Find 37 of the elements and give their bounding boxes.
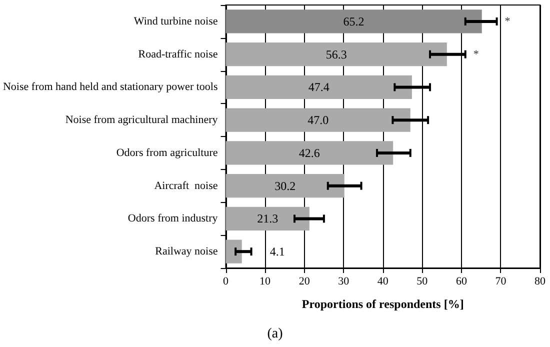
y-tick-label: Railway noise (155, 246, 218, 258)
x-tick-label: 30 (338, 276, 350, 288)
bar (226, 75, 412, 100)
text: (a) (267, 326, 284, 342)
x-axis-title: Proportions of respondents [%] (302, 297, 464, 311)
x-tick-label: 50 (416, 276, 428, 288)
data-label: 56.3 (326, 47, 347, 62)
x-tick-label: 20 (298, 276, 310, 288)
bar (226, 141, 394, 165)
data-label: 65.2 (343, 14, 364, 28)
y-tick-label: Odors from agriculture (116, 146, 218, 159)
bar (226, 42, 447, 66)
data-label: 47.0 (308, 113, 329, 128)
data-label: 30.2 (274, 178, 296, 193)
x-tick-label: 70 (495, 276, 507, 288)
data-label: 47.4 (308, 80, 330, 94)
bar (226, 108, 410, 132)
data-label: 42.6 (298, 146, 320, 160)
y-tick-label: Odors from industry (128, 212, 218, 225)
bar (226, 10, 482, 34)
annotation: * (473, 48, 479, 60)
x-tick-label: 10 (260, 276, 272, 288)
x-tick-label: 80 (534, 276, 546, 288)
bar (226, 174, 344, 198)
bar (226, 206, 310, 231)
y-tick-label: Noise from agricultural machinery (65, 114, 218, 126)
x-tick-label: 40 (377, 276, 389, 288)
y-tick-label: Noise from hand held and stationary power tools (2, 81, 218, 94)
annotation: * (504, 15, 510, 28)
bar (226, 240, 242, 264)
y-tick-label: Road-traffic noise (138, 48, 218, 60)
data-label: 21.3 (257, 212, 278, 226)
x-tick-label: 0 (223, 276, 230, 288)
y-tick-label: Aircraft noise (154, 180, 218, 192)
y-tick-label: Wind turbine noise (134, 15, 218, 28)
x-tick-label: 60 (456, 276, 468, 288)
data-label: 4.1 (270, 244, 285, 259)
